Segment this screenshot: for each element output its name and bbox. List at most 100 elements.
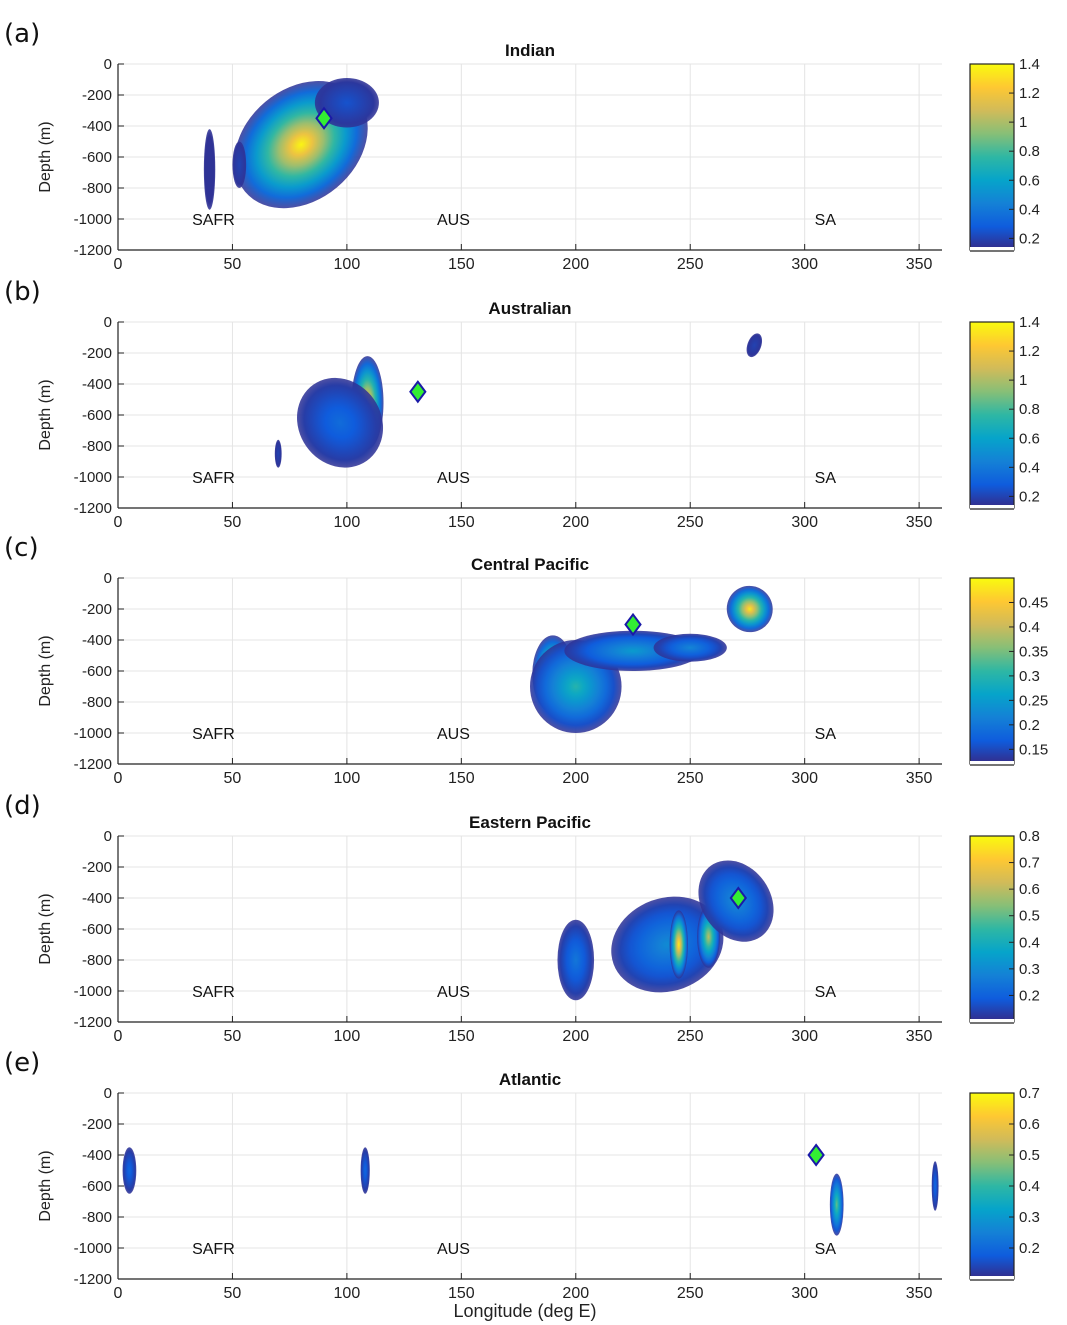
colorbar-tick-label: 1 — [1019, 372, 1027, 389]
panel-title: Atlantic — [499, 1070, 561, 1089]
colorbar-tick-label: 0.35 — [1019, 643, 1048, 660]
annotation-safr: SAFR — [192, 470, 235, 487]
panel-title: Eastern Pacific — [469, 813, 591, 832]
colorbar-tick-label: 0.25 — [1019, 692, 1048, 709]
y-tick-label: -1000 — [74, 725, 112, 742]
contour-blob — [653, 633, 727, 662]
x-tick-label: 300 — [791, 256, 818, 273]
y-tick-label: -400 — [82, 632, 112, 649]
panel-title: Indian — [505, 41, 555, 60]
colorbar — [969, 1092, 1015, 1280]
colorbar-tick-label: 0.2 — [1019, 230, 1040, 247]
colorbar-tick-label: 0.2 — [1019, 1240, 1040, 1257]
colorbar-tick-label: 0.3 — [1019, 961, 1040, 978]
panel-label: (d) — [4, 791, 41, 821]
y-tick-label: -600 — [82, 663, 112, 680]
colorbar-tick-label: 0.7 — [1019, 1085, 1040, 1102]
colorbar-tick-label: 1.2 — [1019, 343, 1040, 360]
y-axis-label: Depth (m) — [37, 635, 54, 706]
colorbar — [969, 835, 1015, 1023]
contour-field — [530, 585, 773, 733]
x-tick-label: 150 — [448, 514, 475, 531]
contour-blob — [611, 896, 724, 993]
colorbar-base — [970, 1019, 1014, 1023]
y-tick-label: -800 — [82, 1209, 112, 1226]
annotation-aus: AUS — [437, 1241, 470, 1258]
panel-title: Central Pacific — [471, 555, 589, 574]
annotation-aus: AUS — [437, 726, 470, 743]
panel-label: (a) — [4, 19, 40, 49]
colorbar-tick-label: 0.3 — [1019, 668, 1040, 685]
y-tick-label: -800 — [82, 438, 112, 455]
contour-blob — [746, 333, 763, 358]
colorbar-base — [970, 505, 1014, 509]
x-tick-label: 350 — [906, 1285, 933, 1302]
contour-blob — [669, 910, 688, 979]
colorbar-tick-label: 0.7 — [1019, 855, 1040, 872]
annotation-aus: AUS — [437, 212, 470, 229]
contour-blob — [829, 1173, 844, 1236]
x-tick-label: 300 — [791, 514, 818, 531]
y-tick-label: -600 — [82, 149, 112, 166]
y-tick-label: -600 — [82, 1178, 112, 1195]
x-tick-label: 350 — [906, 770, 933, 787]
y-tick-label: 0 — [104, 828, 112, 845]
annotation-aus: AUS — [437, 984, 470, 1001]
colorbar-tick-label: 0.6 — [1019, 172, 1040, 189]
x-tick-label: 0 — [114, 514, 123, 531]
marker-diamond — [315, 106, 333, 130]
panel-label: (b) — [4, 277, 41, 307]
colorbar — [969, 577, 1015, 765]
annotation-sa: SA — [815, 212, 837, 229]
y-tick-label: -1200 — [74, 1014, 112, 1031]
colorbar — [969, 321, 1015, 509]
x-tick-label: 0 — [114, 1285, 123, 1302]
colorbar-tick-label: 0.2 — [1019, 987, 1040, 1004]
annotation-sa: SA — [815, 1241, 837, 1258]
contour-field — [122, 1147, 939, 1236]
colorbar-tick-label: 0.6 — [1019, 881, 1040, 898]
panel-label: (c) — [4, 533, 39, 563]
colorbar-tick-label: 0.6 — [1019, 430, 1040, 447]
y-tick-label: 0 — [104, 570, 112, 587]
colorbar-base — [970, 247, 1014, 251]
contour-blob — [314, 77, 379, 128]
x-tick-label: 150 — [448, 256, 475, 273]
x-tick-label: 50 — [224, 256, 242, 273]
y-tick-label: -200 — [82, 1116, 112, 1133]
y-tick-label: -400 — [82, 376, 112, 393]
annotation-sa: SA — [815, 470, 837, 487]
contour-blob — [557, 919, 595, 1001]
annotation-aus: AUS — [437, 470, 470, 487]
x-tick-label: 300 — [791, 1285, 818, 1302]
y-tick-label: -1200 — [74, 242, 112, 259]
x-tick-label: 250 — [677, 1028, 704, 1045]
contour-field — [203, 77, 379, 210]
x-tick-label: 250 — [677, 256, 704, 273]
colorbar-tick-label: 1 — [1019, 114, 1027, 131]
x-tick-label: 200 — [562, 514, 589, 531]
x-tick-label: 300 — [791, 770, 818, 787]
x-tick-label: 250 — [677, 770, 704, 787]
colorbar-tick-label: 0.8 — [1019, 828, 1040, 845]
x-tick-label: 50 — [224, 514, 242, 531]
x-tick-label: 200 — [562, 770, 589, 787]
contour-field — [274, 333, 763, 468]
y-tick-label: -1200 — [74, 500, 112, 517]
contour-blob — [726, 585, 773, 633]
y-axis-label: Depth (m) — [37, 1150, 54, 1221]
annotation-safr: SAFR — [192, 212, 235, 229]
x-tick-label: 150 — [448, 1285, 475, 1302]
colorbar-tick-label: 0.4 — [1019, 934, 1040, 951]
y-tick-label: -1000 — [74, 469, 112, 486]
y-tick-label: -1200 — [74, 1271, 112, 1288]
colorbar-tick-label: 1.4 — [1019, 314, 1040, 331]
x-tick-label: 50 — [224, 1028, 242, 1045]
marker-diamond — [624, 612, 642, 637]
y-tick-label: -400 — [82, 118, 112, 135]
colorbar-tick-label: 0.6 — [1019, 1116, 1040, 1133]
y-tick-label: -200 — [82, 87, 112, 104]
contour-blob — [931, 1161, 939, 1211]
